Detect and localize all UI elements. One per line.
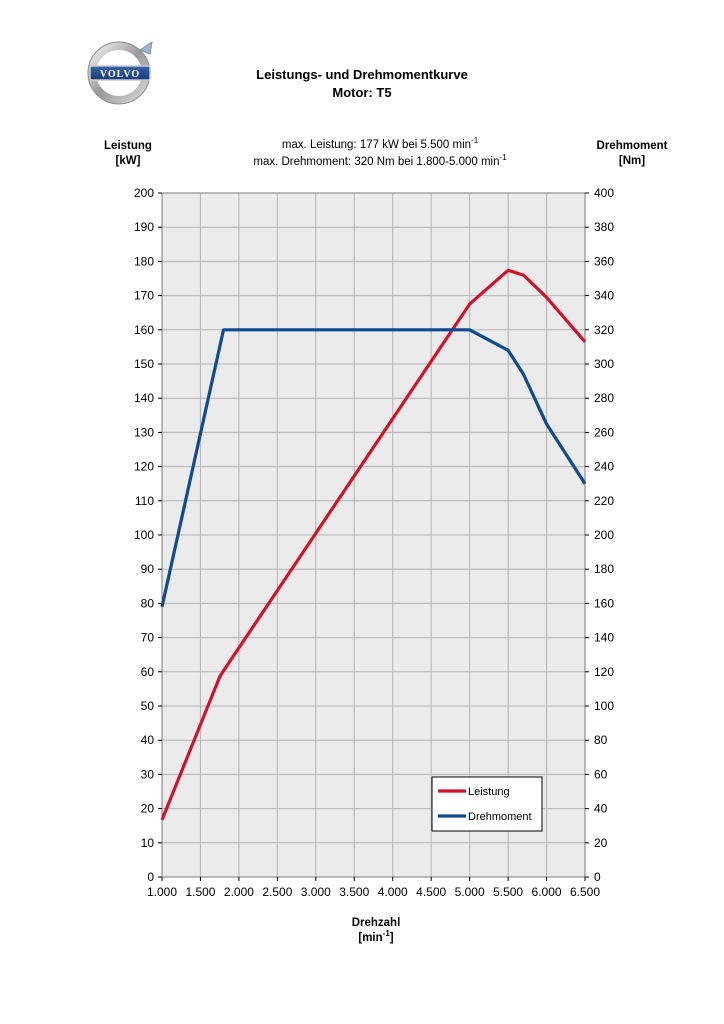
y-right-tick-label: 200 — [594, 528, 614, 542]
x-tick-label: 4.000 — [378, 885, 408, 899]
chart-title: Leistungs- und Drehmomentkurve — [256, 67, 468, 82]
y-left-tick-label: 190 — [134, 220, 154, 234]
y-right-tick-label: 380 — [594, 220, 614, 234]
y-left-tick-label: 140 — [134, 391, 154, 405]
x-axis-unit: [min-1] — [358, 929, 394, 945]
y-right-tick-label: 260 — [594, 425, 614, 439]
x-tick-label: 2.000 — [224, 885, 254, 899]
y-left-tick-label: 130 — [134, 425, 154, 439]
max-torque-text: max. Drehmoment: 320 Nm bei 1.800-5.000 … — [253, 153, 507, 169]
y-left-tick-label: 60 — [141, 665, 155, 679]
y-right-tick-label: 300 — [594, 357, 614, 371]
y-right-tick-label: 20 — [594, 836, 608, 850]
y-right-tick-label: 360 — [594, 254, 614, 268]
x-axis-header: Drehzahl [min-1] — [316, 916, 436, 946]
y-left-tick-label: 170 — [134, 289, 154, 303]
y-left-tick-label: 20 — [141, 802, 155, 816]
y-left-tick-label: 110 — [135, 494, 154, 508]
y-right-tick-label: 240 — [594, 460, 614, 474]
series-line-leistung — [160, 268, 587, 821]
x-tick-label: 6.000 — [532, 885, 562, 899]
legend-label: Drehmoment — [468, 811, 532, 823]
y-left-tick-label: 150 — [134, 357, 154, 371]
y-left-tick-label: 70 — [141, 631, 155, 645]
y-right-tick-label: 160 — [594, 596, 614, 610]
x-tick-label: 3.000 — [301, 885, 331, 899]
y-left-tick-label: 40 — [141, 733, 155, 747]
y-left-tick-label: 160 — [134, 323, 154, 337]
right-axis-header: Drehmoment [Nm] — [588, 139, 676, 169]
x-tick-label: 3.500 — [339, 885, 369, 899]
y-right-tick-label: 80 — [594, 733, 608, 747]
right-axis-label: Drehmoment — [596, 140, 668, 152]
y-left-tick-label: 200 — [134, 186, 154, 200]
max-info: max. Leistung: 177 kW bei 5.500 min-1 ma… — [0, 137, 724, 171]
y-right-tick-label: 280 — [594, 391, 614, 405]
y-right-tick-label: 400 — [594, 186, 614, 200]
y-right-tick-label: 100 — [594, 699, 614, 713]
left-axis-unit: [kW] — [115, 155, 141, 167]
legend-box — [431, 776, 543, 832]
y-right-tick-label: 60 — [594, 767, 608, 781]
series-line-drehmoment — [160, 328, 587, 608]
legend-label: Leistung — [468, 786, 510, 798]
right-axis-unit: [Nm] — [618, 155, 646, 167]
y-right-tick-label: 140 — [594, 631, 614, 645]
max-power-text: max. Leistung: 177 kW bei 5.500 min-1 — [281, 136, 479, 152]
x-tick-label: 5.000 — [455, 885, 485, 899]
y-right-tick-label: 120 — [594, 665, 614, 679]
y-left-tick-label: 180 — [134, 254, 154, 268]
y-right-tick-label: 340 — [594, 289, 614, 303]
title-block: Leistungs- und Drehmomentkurve Motor: T5 — [0, 66, 724, 102]
x-tick-label: 1.500 — [185, 885, 215, 899]
volvo-logo: VOLVO — [87, 40, 153, 105]
chart-subtitle: Motor: T5 — [332, 85, 392, 100]
x-tick-label: 2.500 — [262, 885, 292, 899]
y-left-tick-label: 120 — [134, 460, 154, 474]
left-axis-header: Leistung [kW] — [96, 139, 160, 169]
y-left-tick-label: 0 — [147, 870, 154, 884]
x-tick-label: 1.000 — [147, 885, 177, 899]
y-right-tick-label: 40 — [594, 802, 608, 816]
y-left-tick-label: 10 — [141, 836, 155, 850]
y-right-tick-label: 180 — [594, 562, 614, 576]
y-left-tick-label: 30 — [141, 767, 155, 781]
y-left-tick-label: 80 — [141, 596, 155, 610]
y-right-tick-label: 320 — [594, 323, 614, 337]
y-left-tick-label: 50 — [141, 699, 155, 713]
y-left-tick-label: 90 — [141, 562, 155, 576]
x-tick-label: 5.500 — [493, 885, 523, 899]
x-tick-label: 4.500 — [416, 885, 446, 899]
x-tick-label: 6.500 — [570, 885, 600, 899]
logo-text: VOLVO — [100, 69, 140, 80]
y-right-tick-label: 0 — [594, 870, 601, 884]
x-axis-label: Drehzahl — [351, 917, 401, 929]
y-right-tick-label: 220 — [594, 494, 614, 508]
left-axis-label: Leistung — [104, 140, 152, 152]
y-left-tick-label: 100 — [134, 528, 154, 542]
